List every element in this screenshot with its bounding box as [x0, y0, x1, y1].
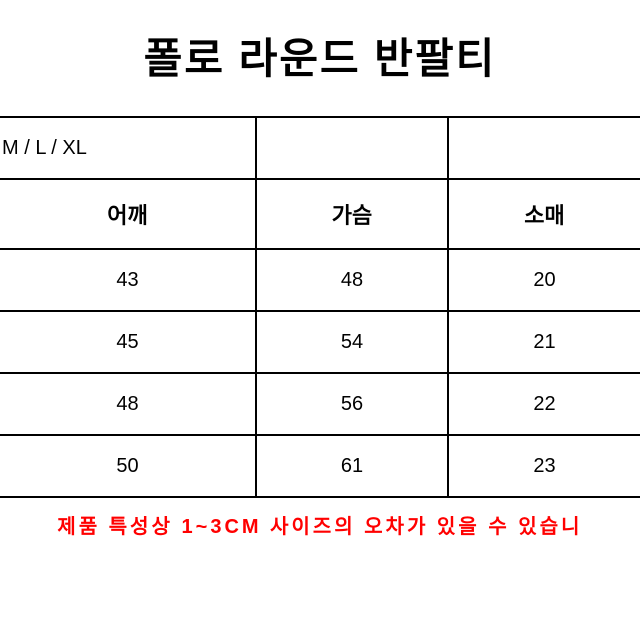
cell-chest: 56	[256, 373, 448, 435]
table-header-row: 어깨 가슴 소매	[0, 179, 640, 249]
table-row: 43 48 20	[0, 249, 640, 311]
table-size-label-row: M / L / XL	[0, 117, 640, 179]
size-chart-table: M / L / XL 어깨 가슴 소매 43 48 20 45 54 21 48…	[0, 116, 640, 498]
empty-cell	[448, 117, 640, 179]
footer-disclaimer: 제품 특성상 1~3CM 사이즈의 오차가 있을 수 있습니	[0, 498, 640, 551]
cell-chest: 48	[256, 249, 448, 311]
cell-shoulder: 48	[0, 373, 256, 435]
table-row: 45 54 21	[0, 311, 640, 373]
cell-sleeve: 22	[448, 373, 640, 435]
cell-shoulder: 50	[0, 435, 256, 497]
empty-cell	[256, 117, 448, 179]
cell-chest: 54	[256, 311, 448, 373]
product-title: 폴로 라운드 반팔티	[0, 0, 640, 116]
size-label-cell: M / L / XL	[0, 117, 256, 179]
cell-sleeve: 21	[448, 311, 640, 373]
cell-shoulder: 45	[0, 311, 256, 373]
column-header-sleeve: 소매	[448, 179, 640, 249]
table-row: 48 56 22	[0, 373, 640, 435]
cell-chest: 61	[256, 435, 448, 497]
cell-sleeve: 20	[448, 249, 640, 311]
column-header-chest: 가슴	[256, 179, 448, 249]
cell-sleeve: 23	[448, 435, 640, 497]
column-header-shoulder: 어깨	[0, 179, 256, 249]
cell-shoulder: 43	[0, 249, 256, 311]
table-row: 50 61 23	[0, 435, 640, 497]
